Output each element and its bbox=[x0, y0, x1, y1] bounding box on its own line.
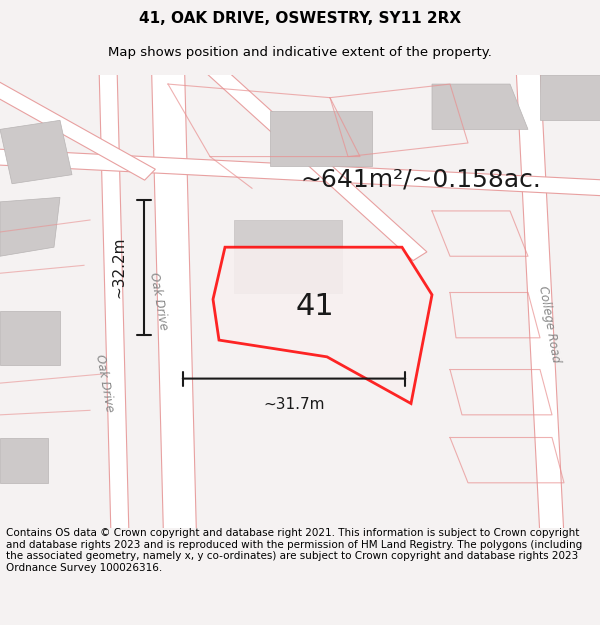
Polygon shape bbox=[432, 84, 528, 129]
Polygon shape bbox=[0, 438, 48, 483]
Text: ~31.7m: ~31.7m bbox=[263, 397, 325, 412]
Polygon shape bbox=[540, 75, 600, 120]
Polygon shape bbox=[0, 120, 72, 184]
Text: 41, OAK DRIVE, OSWESTRY, SY11 2RX: 41, OAK DRIVE, OSWESTRY, SY11 2RX bbox=[139, 11, 461, 26]
PathPatch shape bbox=[99, 66, 129, 538]
Text: Contains OS data © Crown copyright and database right 2021. This information is : Contains OS data © Crown copyright and d… bbox=[6, 528, 582, 573]
Text: Map shows position and indicative extent of the property.: Map shows position and indicative extent… bbox=[108, 46, 492, 59]
Text: 41: 41 bbox=[296, 292, 334, 321]
Text: Oak Drive: Oak Drive bbox=[94, 353, 116, 413]
Text: Oak Drive: Oak Drive bbox=[148, 272, 170, 331]
Polygon shape bbox=[0, 198, 60, 256]
PathPatch shape bbox=[203, 62, 427, 261]
Polygon shape bbox=[0, 311, 60, 365]
Polygon shape bbox=[213, 247, 432, 404]
PathPatch shape bbox=[152, 66, 196, 538]
Polygon shape bbox=[270, 111, 372, 166]
PathPatch shape bbox=[0, 79, 155, 180]
PathPatch shape bbox=[516, 66, 564, 538]
Polygon shape bbox=[234, 220, 342, 292]
Text: College Road: College Road bbox=[536, 285, 562, 364]
PathPatch shape bbox=[0, 149, 600, 196]
Text: ~32.2m: ~32.2m bbox=[111, 237, 126, 298]
Text: ~641m²/~0.158ac.: ~641m²/~0.158ac. bbox=[300, 168, 541, 191]
